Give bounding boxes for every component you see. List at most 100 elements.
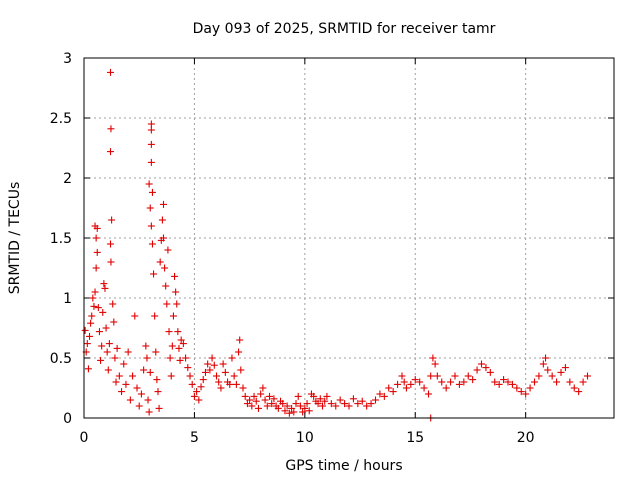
data-point [464,372,472,380]
data-point [102,324,110,332]
data-point [147,222,155,230]
y-tick-label: 2.5 [50,111,72,127]
y-axis-label: SRMTID / TECUs [7,182,23,295]
data-point [239,384,247,392]
data-point [294,392,302,400]
data-point [235,348,243,356]
data-point [491,378,499,386]
data-point [153,376,161,384]
data-point [372,396,379,404]
data-point [182,354,190,362]
data-point [99,308,107,316]
data-point [323,392,331,400]
data-point [557,368,565,376]
data-point [101,284,109,292]
data-point [166,354,174,362]
data-point [89,294,97,302]
data-point [263,402,271,410]
data-point [195,396,203,404]
data-point [109,300,117,308]
data-point [301,404,309,412]
data-point [173,300,181,308]
data-point [290,408,298,416]
y-tick-label: 2 [63,171,72,187]
data-point [246,396,254,404]
data-point [126,396,134,404]
data-point [161,264,169,272]
data-point [526,384,534,392]
data-point [376,390,384,398]
data-point [122,380,130,388]
data-point [486,368,494,376]
data-point [332,402,340,410]
data-point [438,378,446,386]
data-point [495,380,503,388]
data-point [367,400,375,408]
data-point [184,364,192,372]
data-point [144,396,152,404]
data-point [447,378,455,386]
data-point [137,390,145,398]
data-point [163,300,171,308]
data-point [95,328,103,336]
data-point [97,356,105,364]
data-point [146,368,154,376]
data-point [145,180,153,188]
data-point [124,348,132,356]
points-layer [81,68,591,422]
data-point [111,354,119,362]
data-point [90,302,98,310]
data-point [88,312,96,320]
data-point [151,312,159,320]
x-tick-label: 20 [517,430,535,446]
data-point [427,372,435,380]
data-point [98,342,106,350]
data-point [155,404,163,412]
data-point [407,380,415,388]
data-point [167,372,175,380]
data-point [243,400,251,408]
data-point [179,340,187,348]
data-point [105,340,113,348]
data-point [210,361,218,369]
data-point [316,395,324,403]
data-point [319,402,326,410]
data-point [147,120,155,128]
data-point [160,200,167,208]
data-point [84,365,92,373]
data-point [584,372,591,380]
data-point [91,288,99,296]
data-point [129,372,137,380]
data-point [147,158,155,166]
data-point [321,397,329,405]
data-point [508,380,516,388]
data-point [248,402,256,410]
data-point [305,407,313,415]
data-point [416,378,424,386]
data-point [442,384,450,392]
data-point [429,354,437,362]
data-point [279,400,287,408]
data-point [561,364,569,372]
data-point [193,388,201,396]
data-point [201,368,209,376]
data-point [206,366,214,374]
x-tick-label: 10 [296,430,314,446]
x-axis-label: GPS time / hours [285,458,402,474]
chart-title: Day 093 of 2025, SRMTID for receiver tam… [193,21,496,37]
data-point [110,318,118,326]
data-point [420,384,428,392]
data-point [232,380,240,388]
data-point [107,125,115,133]
data-point [118,388,126,396]
y-tick-label: 1.5 [50,231,72,247]
data-point [94,304,102,312]
data-point [349,395,357,403]
data-point [131,312,139,320]
data-point [473,366,481,374]
data-point [143,354,151,362]
data-point [539,360,547,368]
data-point [460,378,468,386]
data-point [107,148,114,156]
data-point [400,378,408,386]
